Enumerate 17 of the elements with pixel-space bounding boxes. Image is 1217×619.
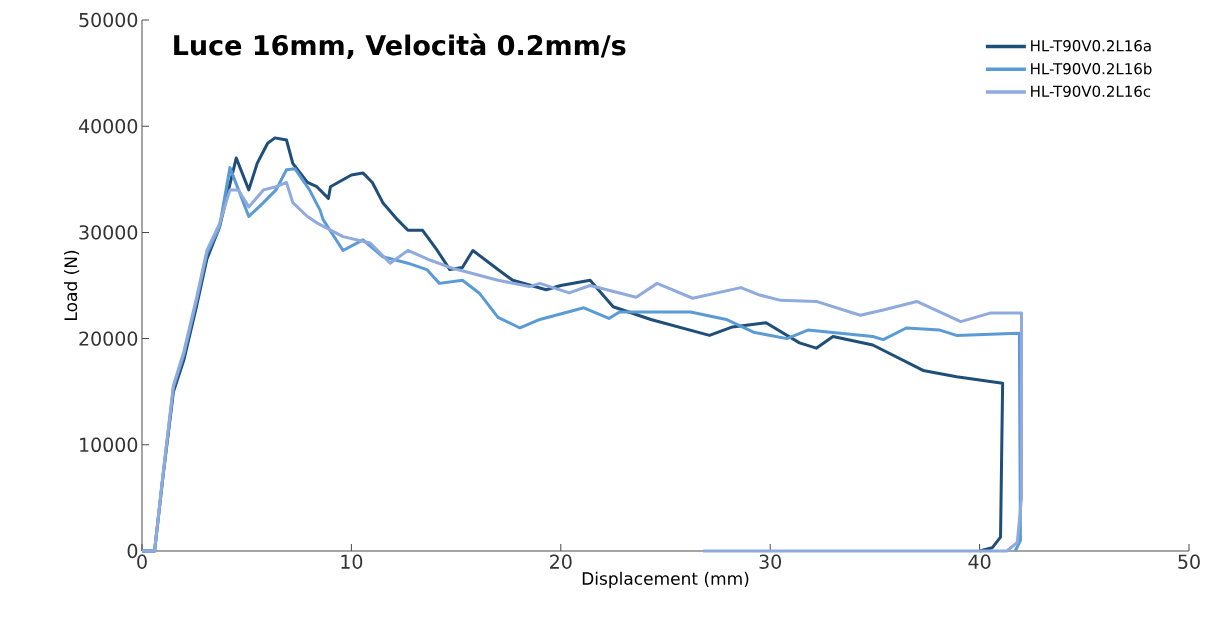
y-tick-label: 10000 (80, 437, 138, 452)
legend-label: HL-T90V0.2L16b (1031, 62, 1152, 75)
legend-label: HL-T90V0.2L16a (1031, 40, 1151, 52)
y-tick-label: 50000 (79, 12, 138, 28)
y-tick-label: 0 (127, 543, 138, 559)
y-tick-label: 30000 (79, 225, 138, 240)
x-tick-label: 40 (968, 554, 991, 569)
x-tick-label: 30 (759, 554, 782, 569)
y-tick-label: 20000 (79, 331, 138, 346)
chart-title: Luce 16mm, Velocità 0.2mm/s (174, 33, 626, 59)
legend-label: HL-T90V0.2L16c (1031, 85, 1151, 98)
y-tick-label: 40000 (78, 119, 138, 134)
x-tick-label: 20 (550, 554, 572, 569)
x-tick-label: 50 (1178, 554, 1200, 569)
x-axis-title: Displacement (mm) (582, 571, 749, 589)
x-tick-label: 10 (341, 554, 363, 569)
y-axis-title: Load (N) (64, 250, 80, 320)
